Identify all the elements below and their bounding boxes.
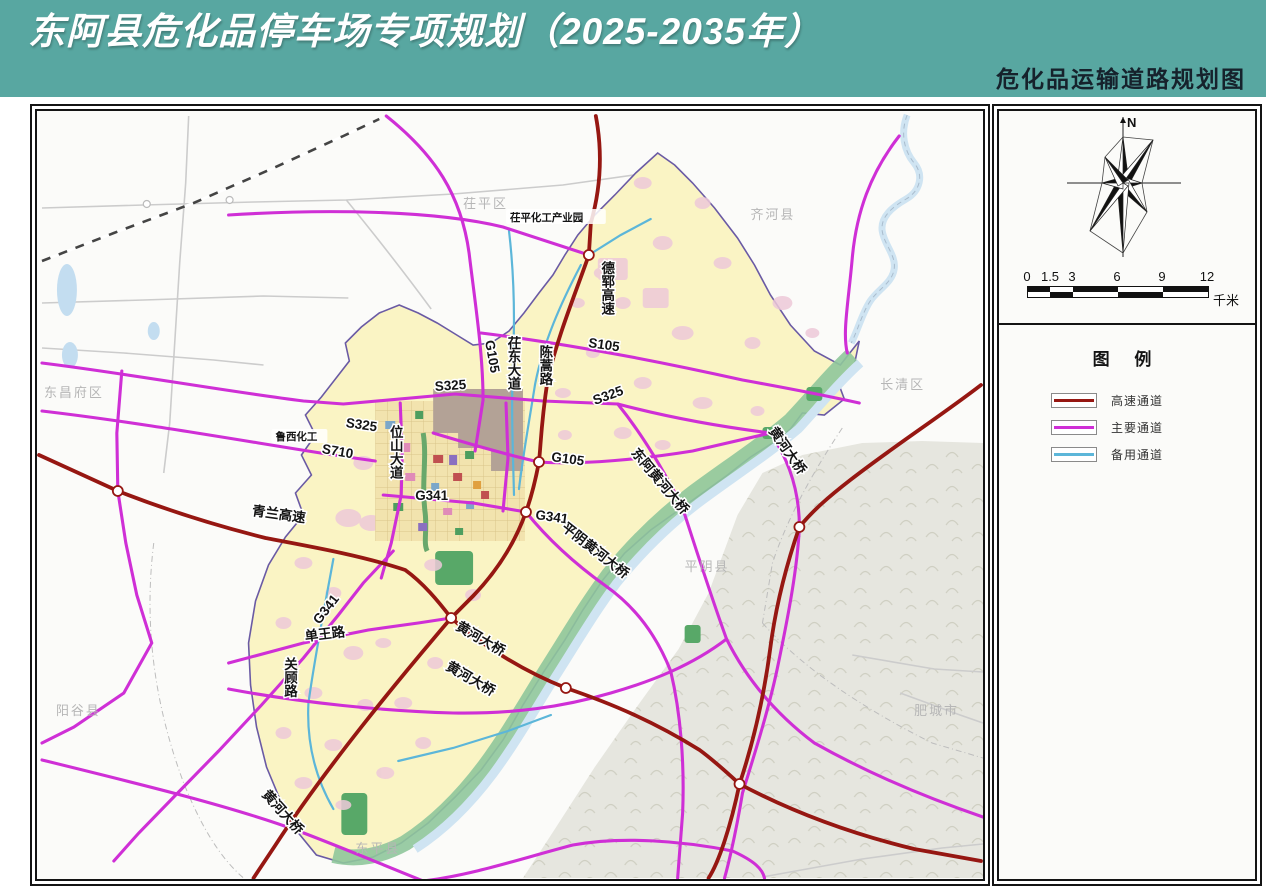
backup-road-line-icon: [1054, 452, 1094, 456]
place-chiping: 茌平区: [463, 196, 508, 211]
scale-unit: 千米: [1213, 293, 1240, 308]
north-arrow: [1067, 117, 1181, 257]
legend-top-section: N 0 1.5 3 6 9 12: [999, 111, 1255, 325]
page-header: 东阿县危化品停车场专项规划（2025-2035年） 危化品运输道路规划图: [0, 0, 1266, 97]
legend-item-label: 备用通道: [1111, 447, 1164, 462]
place-qihe: 齐河县: [750, 207, 795, 222]
place-changqing: 长清区: [880, 377, 925, 392]
legend-item-label: 高速通道: [1111, 393, 1164, 408]
legend-bottom-section: 图 例 高速通道 主要通道 备用通道: [999, 325, 1255, 462]
site-labels: 茌平化工产业园 鲁西化工: [271, 209, 606, 445]
lakes: [56, 264, 160, 368]
backup-road-swatch: [1051, 446, 1097, 462]
place-yanggu: 阳谷县: [56, 703, 101, 718]
road-label-s325-a: S325: [434, 377, 467, 394]
place-feicheng: 肥城市: [914, 703, 959, 718]
legend-frame: N 0 1.5 3 6 9 12: [992, 104, 1262, 886]
legend-title: 图 例: [1092, 350, 1162, 369]
city-area: [375, 389, 525, 553]
scale-tick-3: 6: [1113, 269, 1121, 284]
admin-boundaries: [149, 427, 983, 879]
planning-map: 茌平区 齐河县 长清区 平阴县 肥城市 东平县 阳谷县 东昌府区 茌平化工产业园…: [37, 111, 983, 879]
road-label-s105: S105: [587, 335, 621, 354]
scale-tick-1: 1.5: [1040, 269, 1060, 284]
place-pingyin: 平阴县: [685, 559, 730, 574]
road-label-s710: S710: [321, 441, 355, 461]
map-subtitle: 危化品运输道路规划图: [996, 67, 1246, 92]
main-road-swatch: [1051, 419, 1097, 435]
map-canvas: 茌平区 齐河县 长清区 平阴县 肥城市 东平县 阳谷县 东昌府区 茌平化工产业园…: [35, 109, 985, 881]
place-dongchangfu: 东昌府区: [44, 385, 104, 400]
place-dongping: 东平县: [355, 841, 400, 856]
place-labels: 茌平区 齐河县 长清区 平阴县 肥城市 东平县 阳谷县 东昌府区: [44, 196, 959, 856]
site-chiping-park: 茌平化工产业园: [510, 211, 583, 224]
road-label-g105-h: G105: [550, 449, 585, 469]
scale-tick-4: 9: [1158, 269, 1166, 284]
main-road-line-icon: [1054, 425, 1094, 429]
legend-canvas: N 0 1.5 3 6 9 12: [997, 109, 1257, 881]
legend-item-expressway: 高速通道: [1051, 392, 1255, 408]
railway: [41, 117, 380, 263]
road-label-s325-b: S325: [345, 415, 379, 434]
scale-tick-5: 12: [1199, 269, 1215, 284]
scale-bar-segments: [1027, 286, 1209, 298]
site-luxi: 鲁西化工: [274, 430, 317, 443]
scale-tick-0: 0: [1023, 269, 1031, 284]
road-label-weishan: 位山大道: [388, 424, 404, 480]
legend-item-label: 主要通道: [1111, 420, 1164, 435]
road-label-g341-h: G341: [535, 507, 570, 527]
page-title: 东阿县危化品停车场专项规划（2025-2035年）: [28, 11, 822, 52]
scale-tick-2: 3: [1068, 269, 1076, 284]
hill-terrain: [522, 441, 983, 878]
road-label-g105-v: G105: [482, 339, 503, 375]
legend-item-main: 主要通道: [1051, 419, 1255, 435]
expressway-swatch: [1051, 392, 1097, 408]
road-label-guangu: 关顾路: [282, 656, 298, 698]
road-label-chenhao: 陈蒿路: [537, 344, 553, 386]
interchange-dot: [225, 195, 234, 205]
junction-nodes: [111, 249, 806, 790]
map-frame: 茌平区 齐河县 长清区 平阴县 肥城市 东平县 阳谷县 东昌府区 茌平化工产业园…: [30, 104, 990, 886]
road-label-danwang: 单王路: [304, 623, 347, 644]
scale-bar: 0 1.5 3 6 9 12 千米: [1007, 269, 1251, 319]
legend-item-backup: 备用通道: [1051, 446, 1255, 462]
expressway-line-icon: [1054, 398, 1094, 402]
road-label-g341-city: G341: [415, 488, 448, 503]
north-label: N: [1127, 115, 1137, 130]
river-meander: [848, 113, 924, 345]
settlement-patches: [275, 177, 820, 810]
road-label-chidong: 茌东大道: [506, 335, 522, 391]
yellow-river-corridor: [331, 349, 864, 866]
road-label-deyun: 德郓高速: [599, 260, 615, 316]
main-roads: [40, 114, 983, 879]
interchange-dot: [142, 199, 151, 209]
